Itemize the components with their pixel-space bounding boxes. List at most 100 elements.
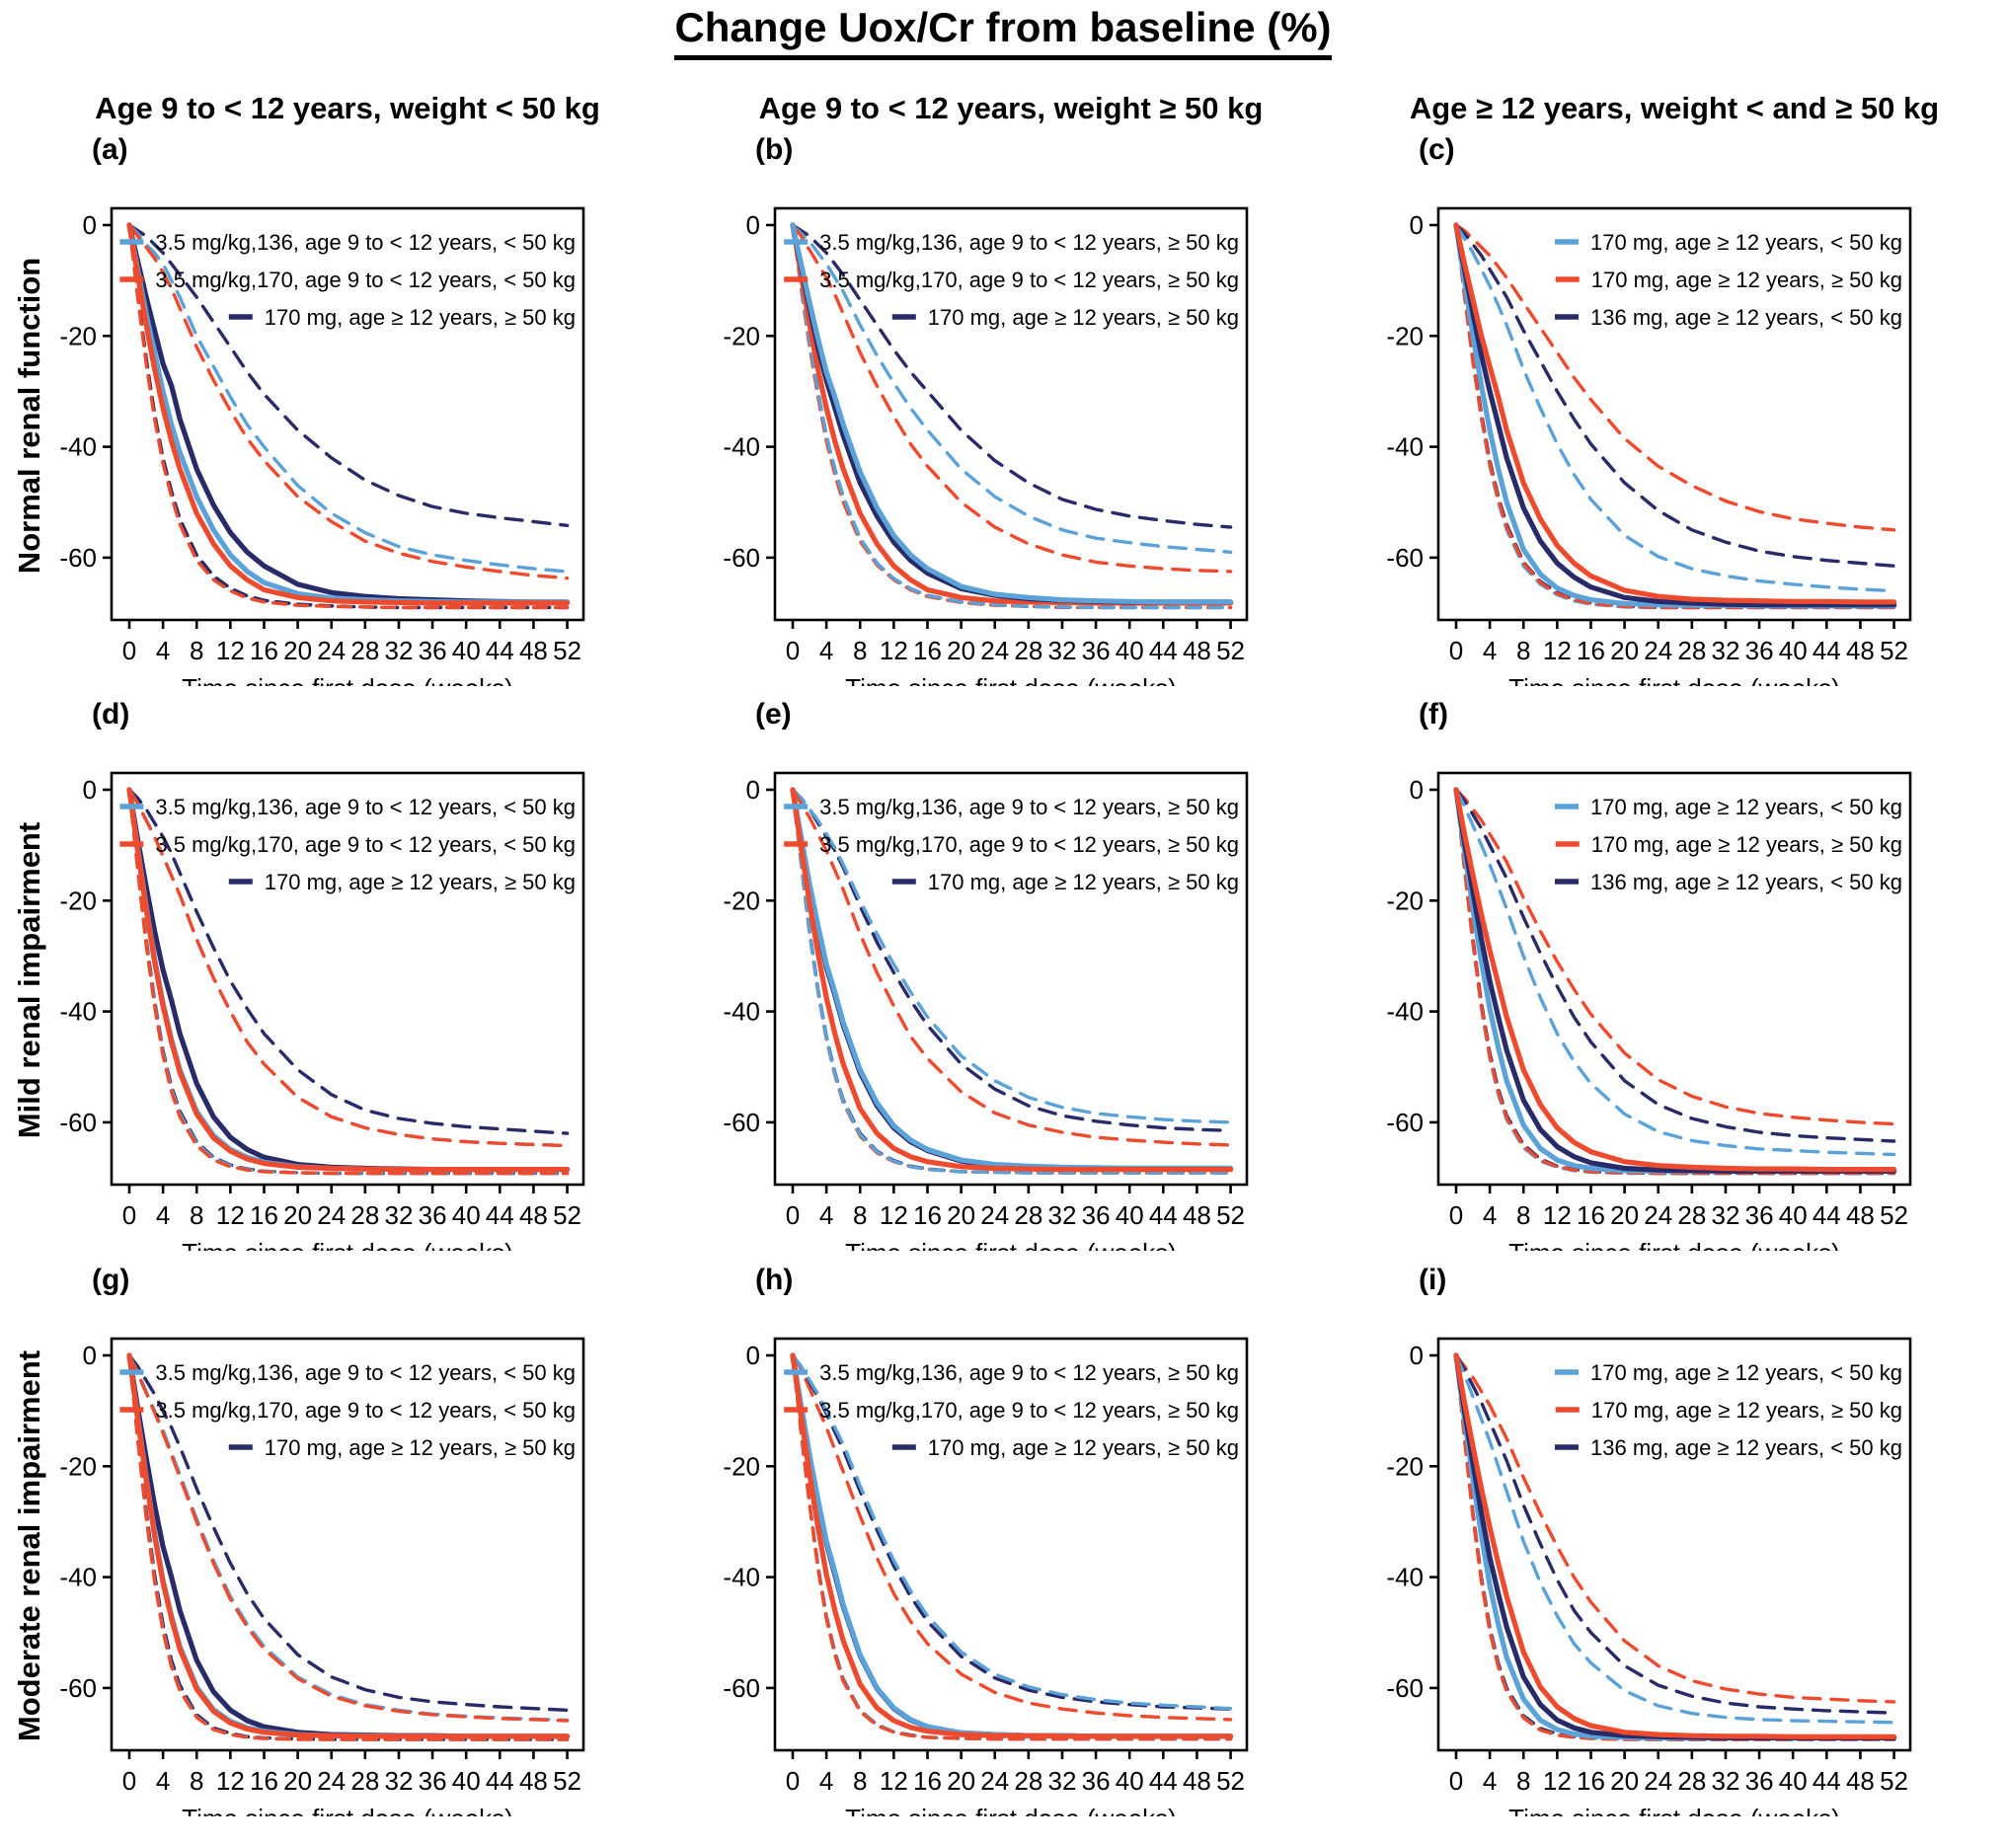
x-tick-label: 52 — [553, 1766, 581, 1796]
x-tick-label: 24 — [317, 1766, 346, 1796]
x-tick-label: 20 — [947, 636, 975, 665]
legend-label: 170 mg, age ≥ 12 years, < 50 kg — [1590, 230, 1902, 255]
series-line-lightblue-median — [790, 222, 1234, 605]
y-tick-label: 0 — [83, 775, 97, 805]
panel-d: (d)0-20-40-600481216202428323640444852Ti… — [54, 686, 678, 1268]
panel-letter: (f) — [1419, 698, 1448, 731]
legend-label: 170 mg, age ≥ 12 years, ≥ 50 kg — [265, 870, 576, 894]
x-tick-label: 52 — [1216, 1766, 1245, 1796]
y-tick-label: -60 — [1386, 1108, 1424, 1137]
series-line-red-median — [1453, 222, 1897, 605]
series-line-navy-upper — [127, 1353, 570, 1713]
x-tick-label: 20 — [1610, 1766, 1639, 1796]
row-label-normal: Normal renal function — [12, 257, 46, 575]
x-tick-label: 40 — [452, 636, 481, 665]
x-axis-title: Time since first dose (weeks) — [845, 1804, 1177, 1816]
x-tick-label: 20 — [1610, 1200, 1639, 1230]
x-tick-label: 44 — [1813, 1200, 1841, 1230]
x-tick-label: 20 — [283, 636, 312, 665]
x-tick-label: 0 — [786, 636, 800, 665]
x-tick-label: 4 — [1483, 1200, 1497, 1230]
x-tick-label: 4 — [156, 636, 170, 665]
series-line-lightblue-upper — [791, 788, 1233, 1124]
plot-box — [110, 771, 585, 1187]
y-tick-label: 0 — [83, 1341, 97, 1370]
y-tick-label: -40 — [723, 432, 760, 462]
x-tick-label: 44 — [1813, 636, 1841, 665]
series-line-lightblue-lower — [791, 788, 1233, 1175]
series-line-navy-upper — [791, 223, 1233, 529]
x-tick-label: 32 — [1711, 636, 1739, 665]
y-tick-label: -60 — [1386, 1673, 1424, 1703]
x-tick-label: 32 — [1047, 636, 1076, 665]
panel-f: (f)0-20-40-600481216202428323640444852Ti… — [1381, 686, 2005, 1268]
panel-letter: (b) — [755, 133, 793, 166]
panel-e: (e)0-20-40-600481216202428323640444852Ti… — [718, 686, 1342, 1268]
x-tick-label: 28 — [350, 1766, 379, 1796]
legend-label: 170 mg, age ≥ 12 years, ≥ 50 kg — [1591, 268, 1902, 292]
y-tick-label: -60 — [59, 543, 97, 573]
series-line-red-lower — [127, 1353, 570, 1741]
legend-label: 3.5 mg/kg,136, age 9 to < 12 years, < 50… — [155, 230, 576, 255]
y-tick-label: -40 — [723, 1563, 760, 1592]
series-line-navy-upper — [127, 788, 570, 1135]
x-tick-label: 4 — [1483, 1766, 1497, 1796]
x-tick-label: 40 — [1116, 636, 1144, 665]
x-tick-label: 44 — [1813, 1766, 1841, 1796]
legend-label: 3.5 mg/kg,170, age 9 to < 12 years, ≥ 50… — [819, 832, 1239, 857]
y-tick-label: -40 — [1386, 997, 1424, 1027]
series-line-red-upper — [791, 788, 1233, 1147]
x-tick-label: 12 — [1543, 1200, 1572, 1230]
column-header-3: Age ≥ 12 years, weight < and ≥ 50 kg — [1409, 91, 1940, 125]
x-tick-label: 40 — [1116, 1200, 1144, 1230]
x-tick-label: 48 — [1183, 1766, 1211, 1796]
legend-label: 3.5 mg/kg,136, age 9 to < 12 years, ≥ 50… — [819, 230, 1239, 255]
panel-e-plot: (e)0-20-40-600481216202428323640444852Ti… — [723, 698, 1249, 1268]
panel-b: (b)0-20-40-600481216202428323640444852Ti… — [718, 121, 1342, 703]
x-tick-label: 44 — [486, 636, 514, 665]
panel-g: (g)0-20-40-600481216202428323640444852Ti… — [54, 1252, 678, 1833]
y-tick-label: -40 — [1386, 1563, 1424, 1592]
x-tick-label: 28 — [350, 1200, 379, 1230]
y-tick-label: -20 — [723, 886, 760, 915]
y-tick-label: 0 — [1410, 1341, 1424, 1370]
y-tick-label: -20 — [1386, 1451, 1424, 1481]
x-tick-label: 48 — [1846, 1200, 1875, 1230]
y-tick-label: -60 — [1386, 543, 1424, 573]
series-line-navy-upper — [1454, 788, 1896, 1143]
panel-i-plot: (i)0-20-40-600481216202428323640444852Ti… — [1386, 1264, 1912, 1833]
plot-box — [773, 1337, 1249, 1752]
x-tick-label: 48 — [1183, 636, 1211, 665]
series-line-red-median — [790, 1352, 1234, 1739]
y-tick-label: -20 — [59, 1451, 97, 1481]
y-tick-label: -20 — [59, 886, 97, 915]
x-tick-label: 0 — [1449, 1766, 1463, 1796]
panel-letter: (i) — [1419, 1264, 1446, 1296]
x-tick-label: 20 — [1610, 636, 1639, 665]
series-line-lightblue-upper — [127, 223, 570, 574]
x-tick-label: 8 — [853, 1766, 867, 1796]
x-tick-label: 36 — [1082, 1766, 1111, 1796]
x-tick-label: 16 — [1577, 1200, 1605, 1230]
x-axis-title: Time since first dose (weeks) — [1508, 673, 1840, 686]
panel-c-plot: (c)0-20-40-600481216202428323640444852Ti… — [1386, 133, 1912, 703]
series-line-red-upper — [1454, 223, 1896, 532]
panel-h: (h)0-20-40-600481216202428323640444852Ti… — [718, 1252, 1342, 1833]
y-tick-label: -20 — [723, 1451, 760, 1481]
y-tick-label: -60 — [723, 543, 760, 573]
x-axis-title: Time since first dose (weeks) — [1508, 1238, 1840, 1251]
panel-letter: (g) — [92, 1264, 129, 1296]
x-axis-title: Time since first dose (weeks) — [845, 1238, 1177, 1251]
x-tick-label: 12 — [1543, 1766, 1572, 1796]
series-line-red-median — [1453, 787, 1897, 1173]
x-tick-label: 4 — [819, 1200, 833, 1230]
x-tick-label: 32 — [384, 636, 413, 665]
series-line-red-upper — [127, 1353, 570, 1723]
legend-label: 170 mg, age ≥ 12 years, ≥ 50 kg — [1591, 1398, 1902, 1423]
x-tick-label: 16 — [913, 636, 942, 665]
series-line-red-median — [126, 222, 571, 606]
x-tick-label: 44 — [1149, 1766, 1178, 1796]
x-tick-label: 12 — [1543, 636, 1572, 665]
legend-label: 3.5 mg/kg,136, age 9 to < 12 years, < 50… — [155, 1360, 576, 1385]
x-tick-label: 24 — [1644, 1766, 1672, 1796]
